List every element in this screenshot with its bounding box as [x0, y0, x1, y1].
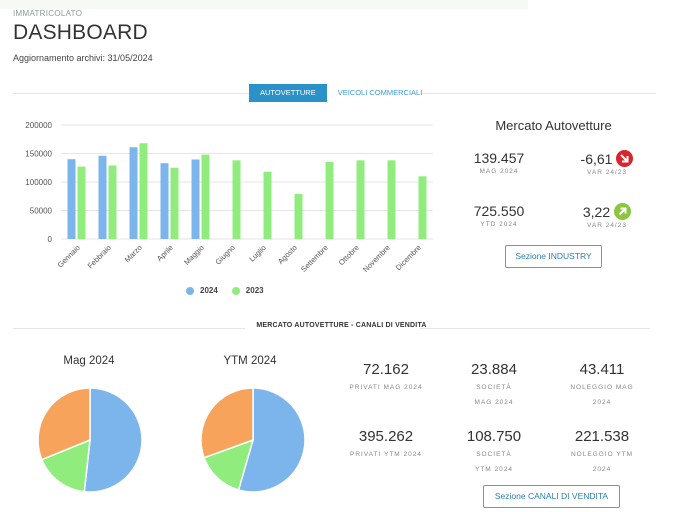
x-tick-label: Ottobre	[337, 243, 361, 267]
bar-2023[interactable]	[232, 160, 241, 239]
kpi-ytd-label: YTD 2024	[480, 221, 518, 228]
pie-slice-societ[interactable]	[40, 438, 91, 493]
channel-kpi: 72.162 PRIVATI MAG 2024	[336, 361, 436, 395]
kpi-month: 139.457 MAG 2024	[454, 150, 544, 175]
y-tick-label: 200000	[25, 121, 52, 130]
bar-2024[interactable]	[67, 159, 76, 239]
channel-kpi: 23.884 SOCIETÀ MAG 2024	[444, 361, 544, 410]
channel-kpi: 221.538 NOLEGGIO YTM 2024	[552, 428, 652, 477]
bar-2024[interactable]	[129, 147, 138, 239]
y-tick-label: 0	[48, 235, 53, 244]
bar-2023[interactable]	[139, 143, 148, 239]
chart-legend: 2024 2023	[186, 286, 264, 295]
kpi-value: 395.262	[358, 428, 414, 445]
kpi-ytd: 725.550 YTD 2024	[454, 203, 544, 228]
kpi-ytd-var-label: VAR 24/23	[587, 222, 627, 229]
divider	[13, 93, 249, 94]
tab-veicoli-commerciali[interactable]: VEICOLI COMMERCIALI	[337, 88, 423, 97]
y-tick-label: 50000	[30, 207, 53, 216]
x-tick-label: Marzo	[123, 243, 144, 264]
x-tick-label: Settembre	[299, 243, 330, 274]
page-title: DASHBOARD	[13, 21, 148, 44]
kpi-value: 221.538	[574, 428, 630, 445]
x-tick-label: Novembre	[361, 243, 392, 274]
top-strip	[0, 0, 528, 9]
pie-slice-societ[interactable]	[203, 438, 255, 491]
x-tick-label: Aprile	[155, 243, 175, 263]
kpi-month-var-value: -6,61	[580, 150, 613, 167]
divider	[420, 328, 650, 329]
kpi-ytd-var: 3,22 VAR 24/23	[562, 203, 652, 229]
kpi-ytd-value: 725.550	[473, 203, 525, 219]
arrow-up-icon	[614, 203, 632, 220]
pie-slice-privati[interactable]	[237, 387, 306, 493]
legend-label: 2024	[200, 286, 218, 295]
pie-ytm-chart	[200, 387, 306, 493]
kpi-label: SOCIETÀ MAG 2024	[474, 384, 514, 406]
pie-slice-noleggio[interactable]	[200, 387, 254, 459]
bar-2024[interactable]	[160, 163, 169, 239]
y-tick-label: 150000	[25, 150, 52, 159]
pie-month-chart	[37, 387, 143, 493]
kpi-month-var-label: VAR 24/23	[587, 169, 627, 176]
pie-slice-privati[interactable]	[83, 387, 143, 493]
legend-item-2024[interactable]: 2024	[186, 286, 218, 295]
sales-channels-section-button[interactable]: Sezione CANALI DI VENDITA	[483, 485, 620, 508]
channel-kpi: 395.262 PRIVATI YTM 2024	[336, 428, 436, 462]
legend-item-2023[interactable]: 2023	[231, 286, 264, 295]
bar-2023[interactable]	[201, 154, 210, 239]
arrow-down-icon	[616, 150, 634, 167]
x-tick-label: Maggio	[182, 243, 206, 267]
kpi-value: 23.884	[471, 361, 517, 378]
kpi-value: 72.162	[363, 361, 409, 378]
channel-kpi: 43.411 NOLEGGIO MAG 2024	[552, 361, 652, 410]
kpi-label: NOLEGGIO YTM 2024	[570, 451, 634, 473]
pie-slice-noleggio[interactable]	[37, 387, 91, 461]
kpi-month-label: MAG 2024	[479, 168, 519, 175]
pie-month-title: Mag 2024	[63, 355, 115, 367]
bar-2023[interactable]	[387, 160, 396, 239]
kpi-value: 43.411	[579, 361, 625, 378]
section-title: MERCATO AUTOVETTURE - CANALI DI VENDITA	[256, 322, 427, 329]
divider	[420, 93, 656, 94]
y-tick-label: 100000	[25, 178, 52, 187]
market-title: Mercato Autovetture	[495, 118, 612, 133]
bar-2023[interactable]	[263, 171, 272, 239]
x-tick-label: Luglio	[247, 243, 268, 264]
pie-ytm-title: YTM 2024	[223, 355, 277, 367]
legend-label: 2023	[245, 286, 264, 295]
monthly-bar-chart: 0 50000 100000 150000 200000 Gennaio Febbraio M…	[25, 121, 433, 274]
bar-2023[interactable]	[418, 176, 427, 239]
x-tick-label: Giugno	[213, 243, 236, 266]
channel-kpi: 108.750 SOCIETÀ YTM 2024	[444, 428, 544, 477]
kpi-label: PRIVATI MAG 2024	[349, 384, 423, 391]
kpi-ytd-var-value: 3,22	[582, 203, 611, 220]
x-tick-label: Febbraio	[86, 243, 113, 270]
kpi-label: PRIVATI YTM 2024	[350, 451, 422, 458]
legend-dot	[186, 286, 194, 295]
bar-2023[interactable]	[170, 167, 179, 239]
page-kicker: IMMATRICOLATO	[13, 9, 83, 18]
bar-2023[interactable]	[294, 193, 303, 239]
x-tick-label: Dicembre	[394, 243, 423, 272]
kpi-label: NOLEGGIO MAG 2024	[570, 384, 634, 406]
kpi-month-var: -6,61 VAR 24/23	[562, 150, 652, 176]
x-tick-label: Gennaio	[55, 243, 81, 269]
bar-2024[interactable]	[191, 159, 200, 239]
industry-section-button[interactable]: Sezione INDUSTRY	[505, 245, 602, 268]
kpi-label: SOCIETÀ YTM 2024	[475, 451, 513, 473]
bar-2024[interactable]	[98, 155, 107, 239]
bar-2023[interactable]	[325, 162, 334, 239]
bar-2023[interactable]	[356, 160, 365, 239]
bar-2023[interactable]	[77, 166, 86, 239]
update-date: Aggiornamento archivi: 31/05/2024	[13, 53, 153, 63]
kpi-value: 108.750	[466, 428, 522, 445]
x-tick-label: Agosto	[276, 243, 299, 266]
divider	[13, 328, 245, 329]
legend-dot	[231, 286, 240, 295]
bar-2023[interactable]	[108, 165, 117, 239]
vehicle-tabs: AUTOVETTURE VEICOLI COMMERCIALI	[249, 84, 433, 102]
tab-autovetture[interactable]: AUTOVETTURE	[249, 84, 327, 102]
kpi-month-value: 139.457	[473, 150, 525, 166]
